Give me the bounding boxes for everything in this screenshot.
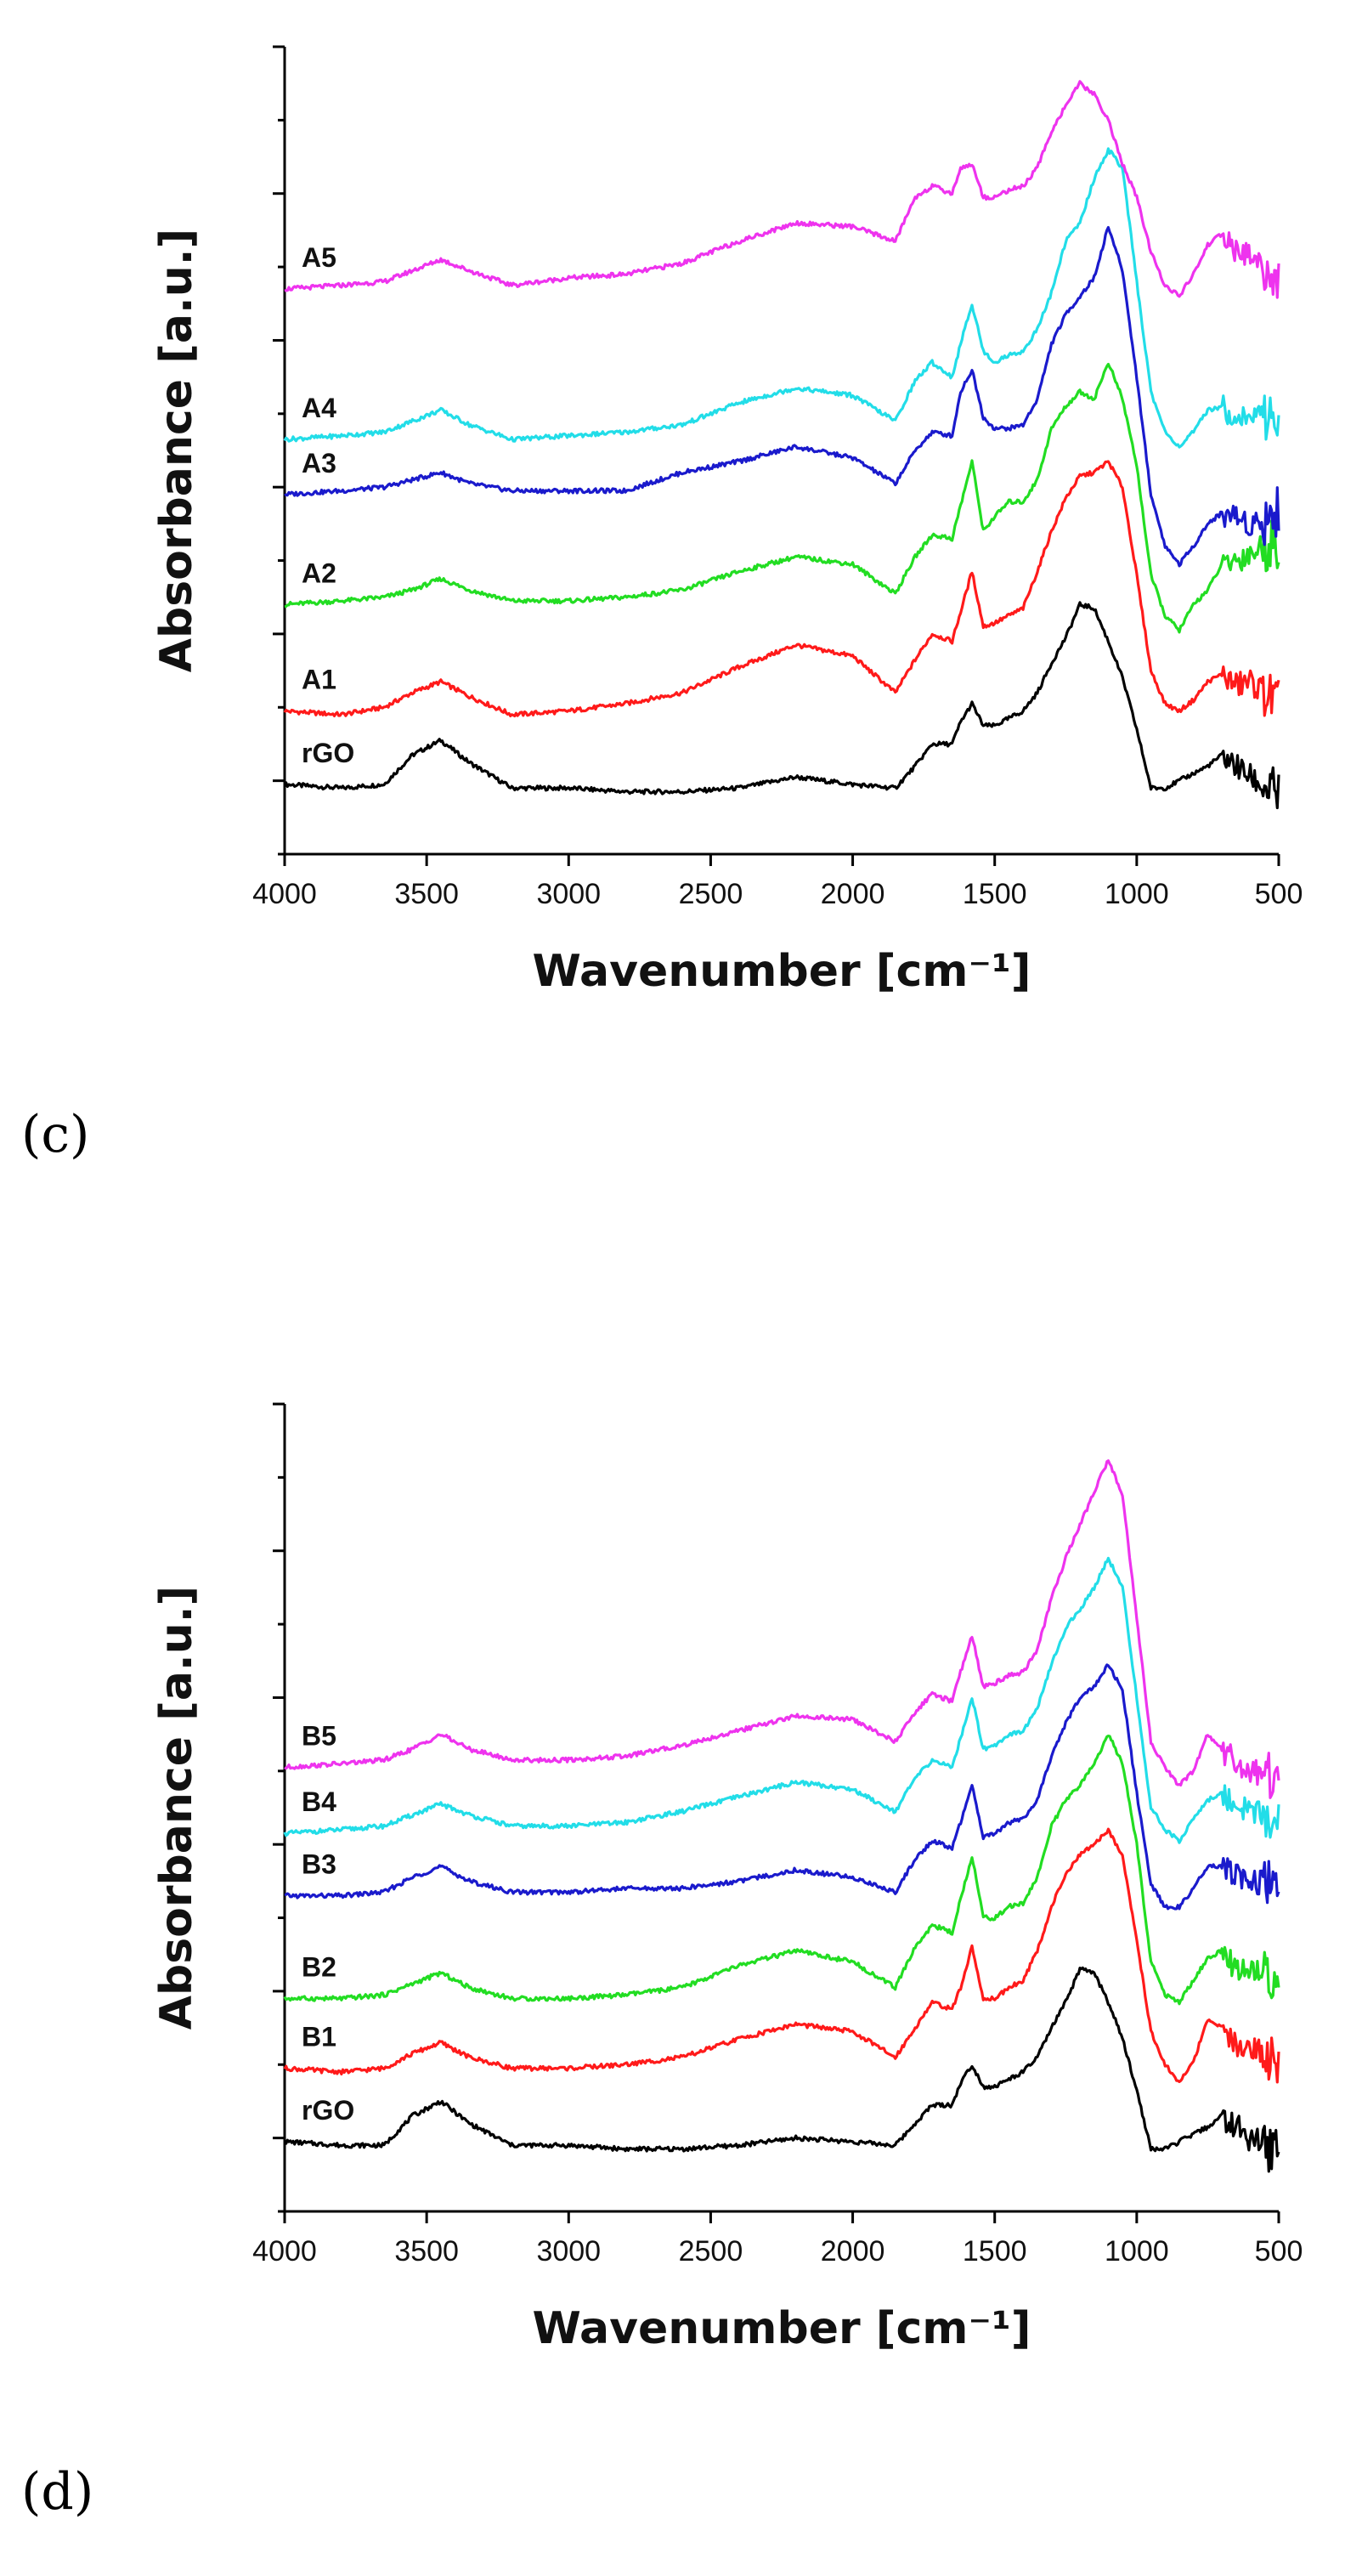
x-tick-label: 1500	[963, 878, 1027, 910]
x-tick-label: 500	[1255, 878, 1303, 910]
x-axis-title: Wavenumber [cm⁻¹]	[533, 2303, 1031, 2354]
series-label-B4: B4	[302, 1786, 336, 1817]
series-label-A2: A2	[302, 558, 336, 588]
x-tick-label: 3500	[394, 2235, 459, 2267]
series-label-A1: A1	[302, 665, 336, 695]
panel-c: 4000 3500 3000 2500 2000 1500 1000 500 Wavenumbe…	[21, 45, 1303, 1164]
series-label-B5: B5	[302, 1721, 336, 1752]
series-line-B3	[284, 1663, 1280, 1911]
x-tick-label: 1000	[1105, 878, 1169, 910]
panel-label: (c)	[21, 1105, 89, 1164]
series-line-A3	[284, 226, 1280, 568]
series-line-B2	[283, 1735, 1280, 2006]
series-line-rGO	[284, 1966, 1280, 2173]
x-tick-label: 3000	[536, 2235, 601, 2267]
x-axis-title: Wavenumber [cm⁻¹]	[533, 946, 1031, 997]
series-line-A5	[284, 80, 1280, 299]
x-tick-label: 2000	[821, 2235, 885, 2267]
x-tick-label: 2500	[679, 878, 743, 910]
series-label-A4: A4	[302, 393, 336, 423]
series-label-rGO: rGO	[302, 738, 354, 768]
series-line-B5	[284, 1459, 1280, 1799]
x-tick-label: 4000	[252, 2235, 317, 2267]
series-line-B1	[283, 1827, 1280, 2084]
x-tick-label: 2500	[679, 2235, 743, 2267]
x-tick-label: 500	[1255, 2235, 1303, 2267]
series-label-B3: B3	[302, 1849, 336, 1880]
series-line-A4	[283, 147, 1280, 449]
series-line-rGO	[283, 601, 1280, 810]
series-label-B1: B1	[302, 2022, 336, 2052]
x-tick-label: 4000	[252, 878, 317, 910]
series-line-B4	[283, 1556, 1280, 1844]
y-axis-title: Absorbance [a.u.]	[151, 229, 202, 672]
series-label-A5: A5	[302, 242, 336, 273]
series-label-A3: A3	[302, 448, 336, 478]
series-label-B2: B2	[302, 1952, 336, 1983]
x-tick-label: 3000	[536, 878, 601, 910]
panel-label: (d)	[21, 2462, 93, 2522]
x-tick-label: 1000	[1105, 2235, 1169, 2267]
panel-d: 4000 3500 3000 2500 2000 1500 1000 500 Wavenumbe…	[21, 1402, 1303, 2522]
series-line-A2	[284, 362, 1280, 634]
series-label-rGO: rGO	[302, 2095, 354, 2126]
y-axis-title: Absorbance [a.u.]	[151, 1586, 202, 2030]
x-tick-label: 3500	[394, 878, 459, 910]
series-line-A1	[283, 460, 1280, 718]
x-tick-label: 1500	[963, 2235, 1027, 2267]
x-tick-label: 2000	[821, 878, 885, 910]
